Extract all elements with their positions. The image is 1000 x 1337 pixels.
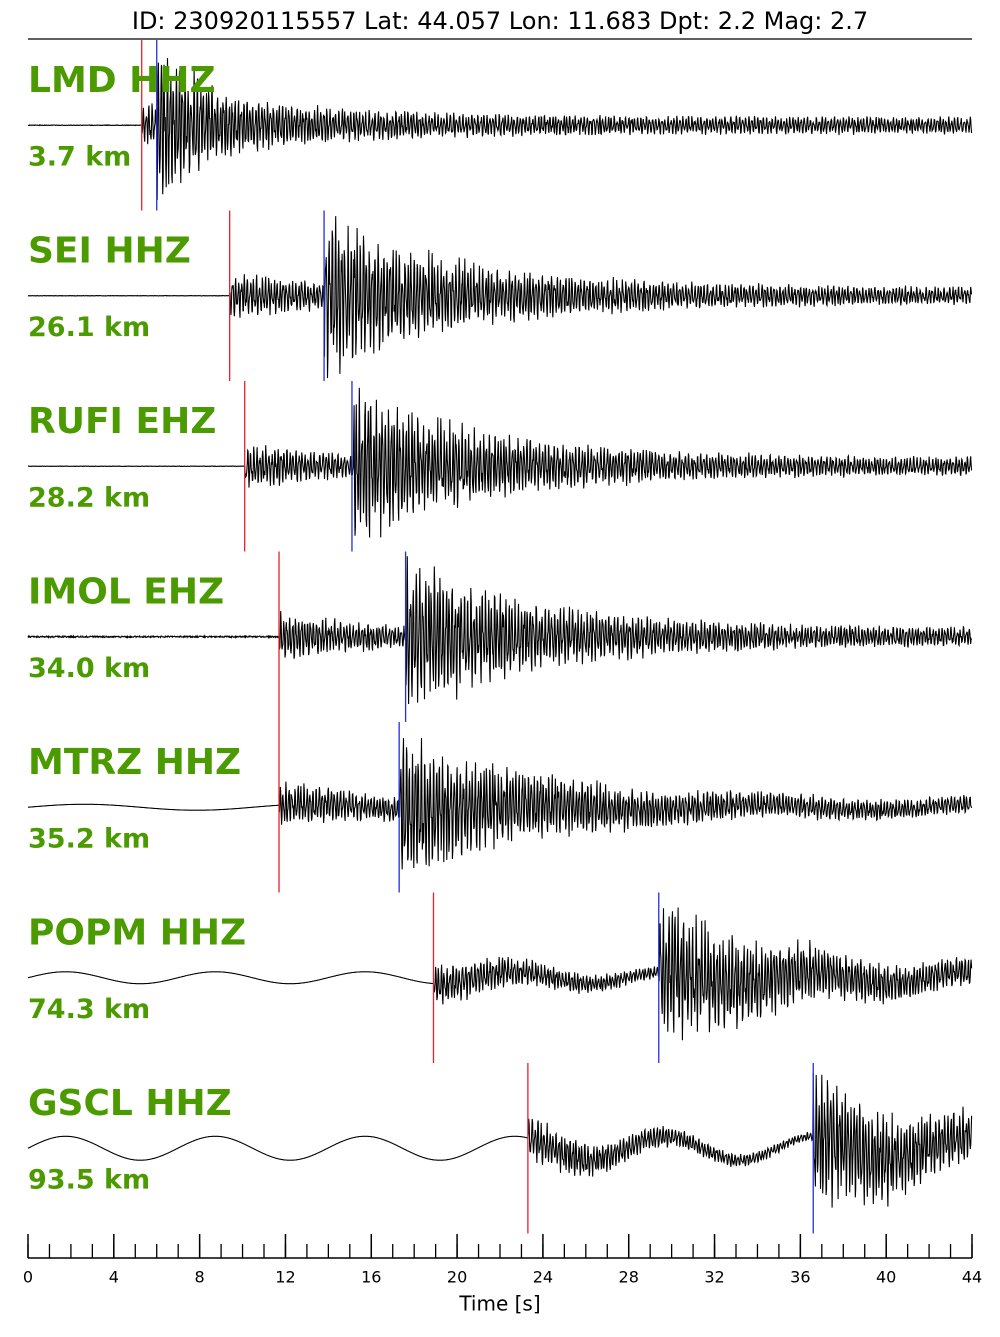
waveform [28,387,973,538]
station-name: GSCL HHZ [28,1083,232,1124]
waveform [27,738,973,870]
waveform [27,1073,973,1208]
station-distance: 28.2 km [28,483,150,514]
x-tick-label: 20 [447,1268,467,1287]
waveform [27,556,973,705]
x-tick-label: 36 [790,1268,810,1287]
x-axis-label: Time [s] [458,1292,540,1316]
station-name: IMOL EHZ [28,572,224,613]
station-name: LMD HHZ [28,60,216,101]
station-name: MTRZ HHZ [28,742,241,783]
chart-title: ID: 230920115557 Lat: 44.057 Lon: 11.683… [132,7,868,35]
station-distance: 93.5 km [28,1165,150,1196]
x-tick-label: 4 [109,1268,119,1287]
station-name: SEI HHZ [28,231,191,272]
x-tick-label: 12 [275,1268,295,1287]
x-tick-label: 44 [962,1268,982,1287]
station-distance: 34.0 km [28,653,150,684]
station-distance: 74.3 km [28,994,150,1025]
station-distance: 26.1 km [28,312,150,343]
station-distance: 35.2 km [28,824,150,855]
x-tick-label: 40 [876,1268,896,1287]
station-distance: 3.7 km [28,142,131,173]
x-tick-label: 24 [533,1268,553,1287]
waveform [27,58,973,200]
x-tick-label: 0 [23,1268,33,1287]
station-name: RUFI EHZ [28,401,216,442]
station-name: POPM HHZ [28,913,246,954]
x-tick-label: 16 [361,1268,381,1287]
waveform [27,907,973,1041]
x-tick-label: 28 [619,1268,639,1287]
waveform [27,216,973,379]
x-tick-label: 8 [195,1268,205,1287]
x-tick-label: 32 [704,1268,724,1287]
